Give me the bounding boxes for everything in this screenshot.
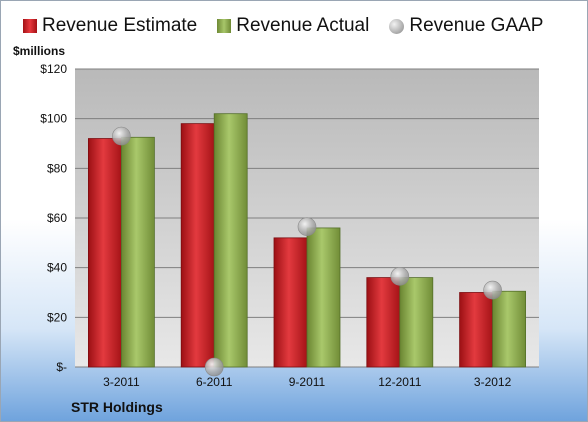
point-revenue-gaap	[390, 267, 410, 286]
bars	[88, 113, 527, 368]
bar-revenue-actual	[306, 227, 341, 368]
y-tick-label: $100	[40, 112, 67, 126]
legend: Revenue Estimate Revenue Actual Revenue …	[23, 15, 543, 37]
legend-swatch-estimate	[23, 19, 37, 33]
bar-revenue-actual	[213, 113, 248, 368]
x-tick-label: 3-2012	[474, 375, 512, 389]
x-tick-label: 6-2011	[196, 375, 233, 389]
y-axis-unit-label: $millions	[13, 44, 66, 58]
x-tick-label: 3-2011	[103, 375, 140, 389]
point-revenue-gaap	[112, 126, 131, 146]
legend-label-actual: Revenue Actual	[236, 15, 370, 36]
company-name: STR Holdings	[71, 399, 163, 415]
legend-item-actual: Revenue Actual	[217, 15, 369, 37]
bar-revenue-estimate	[459, 292, 494, 368]
legend-swatch-actual	[217, 19, 232, 33]
x-tick-label: 9-2011	[289, 375, 326, 389]
y-tick-label: $60	[47, 211, 67, 225]
bar-revenue-estimate	[273, 237, 308, 368]
x-tick-label: 12-2011	[378, 375, 421, 389]
gaap-points	[112, 126, 502, 377]
bar-revenue-estimate	[180, 123, 215, 368]
bar-revenue-actual	[399, 277, 434, 368]
legend-item-estimate: Revenue Estimate	[23, 15, 197, 37]
point-revenue-gaap	[297, 217, 317, 236]
y-tick-label: $-	[56, 360, 67, 374]
bar-revenue-estimate	[88, 138, 122, 368]
bar-revenue-actual	[121, 136, 155, 368]
y-tick-label: $20	[47, 310, 67, 324]
legend-swatch-gaap	[389, 18, 405, 34]
bar-revenue-actual	[492, 290, 527, 368]
y-tick-label: $40	[47, 261, 67, 275]
y-tick-labels: $- $20 $40 $60 $80 $100 $120	[40, 62, 67, 374]
legend-label-estimate: Revenue Estimate	[42, 15, 198, 36]
bar-revenue-estimate	[366, 277, 401, 368]
legend-item-gaap: Revenue GAAP	[389, 15, 543, 37]
legend-label-gaap: Revenue GAAP	[409, 15, 544, 36]
point-revenue-gaap	[483, 280, 502, 300]
y-tick-label: $120	[40, 62, 67, 76]
x-tick-labels: 3-2011 6-2011 9-2011 12-2011 3-2012	[103, 375, 511, 389]
point-revenue-gaap	[204, 357, 224, 377]
y-tick-label: $80	[47, 161, 67, 175]
